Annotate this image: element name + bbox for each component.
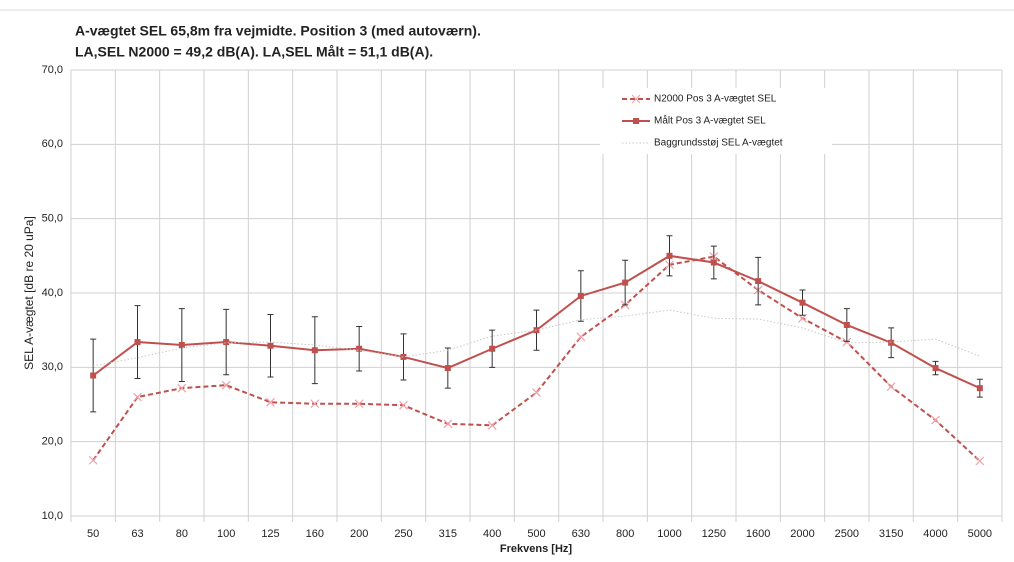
marker xyxy=(177,383,187,393)
legend-marker xyxy=(633,118,639,124)
x-tick-label: 160 xyxy=(306,528,324,540)
x-tick-label: 200 xyxy=(350,528,368,540)
marker xyxy=(90,372,97,379)
y-tick-label: 50,0 xyxy=(42,213,63,225)
marker xyxy=(266,397,275,407)
legend-label: N2000 Pos 3 A-vægtet SEL xyxy=(654,94,777,105)
y-axis-label: SEL A-vægtet [dB re 20 uPa] xyxy=(22,216,36,370)
x-tick-label: 2000 xyxy=(790,528,814,540)
legend-marker xyxy=(631,94,641,104)
x-tick-label: 63 xyxy=(131,528,143,540)
x-tick-label: 4000 xyxy=(923,528,947,540)
y-tick-label: 20,0 xyxy=(42,436,63,448)
marker xyxy=(842,337,852,347)
marker xyxy=(134,339,141,346)
marker xyxy=(221,380,231,390)
marker xyxy=(88,455,98,465)
x-tick-label: 2500 xyxy=(835,528,859,540)
marker xyxy=(576,332,586,342)
marker xyxy=(311,347,318,354)
x-tick-label: 315 xyxy=(439,528,457,540)
y-tick-label: 30,0 xyxy=(42,361,63,373)
chart-title: A-vægtet SEL 65,8m fra vejmidte. Positio… xyxy=(75,23,481,39)
x-tick-label: 100 xyxy=(217,528,235,540)
y-tick-label: 10,0 xyxy=(42,510,63,522)
marker xyxy=(666,252,673,259)
marker xyxy=(178,342,185,349)
marker xyxy=(489,345,496,352)
marker xyxy=(577,292,584,299)
marker xyxy=(932,365,939,372)
marker xyxy=(443,419,453,429)
x-tick-label: 5000 xyxy=(968,528,992,540)
legend-label: Baggrundsstøj SEL A-vægtet xyxy=(654,138,783,149)
marker xyxy=(931,415,940,425)
x-tick-label: 50 xyxy=(87,528,99,540)
x-tick-label: 630 xyxy=(572,528,590,540)
series-line xyxy=(93,309,981,367)
y-tick-label: 40,0 xyxy=(42,287,63,299)
marker xyxy=(888,339,895,346)
x-tick-label: 500 xyxy=(527,528,545,540)
legend-label: Målt Pos 3 A-vægtet SEL xyxy=(654,115,766,127)
series-line xyxy=(92,255,981,462)
x-tick-label: 400 xyxy=(483,528,501,540)
x-tick-label: 1600 xyxy=(746,528,770,540)
marker xyxy=(975,456,985,466)
y-tick-label: 60,0 xyxy=(42,138,63,150)
marker xyxy=(223,339,230,346)
marker xyxy=(400,353,407,360)
chart-subtitle: LA,SEL N2000 = 49,2 dB(A). LA,SEL Målt =… xyxy=(75,44,433,60)
marker xyxy=(354,399,364,409)
marker xyxy=(133,392,142,402)
marker xyxy=(843,321,850,328)
marker xyxy=(487,420,497,430)
x-tick-label: 80 xyxy=(176,528,188,540)
marker xyxy=(755,278,762,285)
x-tick-label: 800 xyxy=(616,528,634,540)
marker xyxy=(310,399,320,409)
marker xyxy=(356,345,363,352)
x-tick-label: 125 xyxy=(261,528,279,540)
x-tick-label: 250 xyxy=(394,528,412,540)
marker xyxy=(532,388,541,398)
marker xyxy=(622,279,629,286)
x-tick-label: 1250 xyxy=(702,528,726,540)
marker xyxy=(444,365,451,372)
x-tick-label: 1000 xyxy=(657,528,681,540)
marker xyxy=(399,400,408,410)
marker xyxy=(710,259,717,266)
x-tick-label: 3150 xyxy=(879,528,903,540)
y-tick-label: 70,0 xyxy=(42,64,63,76)
x-axis-label: Frekvens [Hz] xyxy=(500,543,572,555)
marker xyxy=(886,382,896,392)
marker xyxy=(267,342,274,349)
marker xyxy=(976,385,983,392)
marker xyxy=(799,299,806,306)
